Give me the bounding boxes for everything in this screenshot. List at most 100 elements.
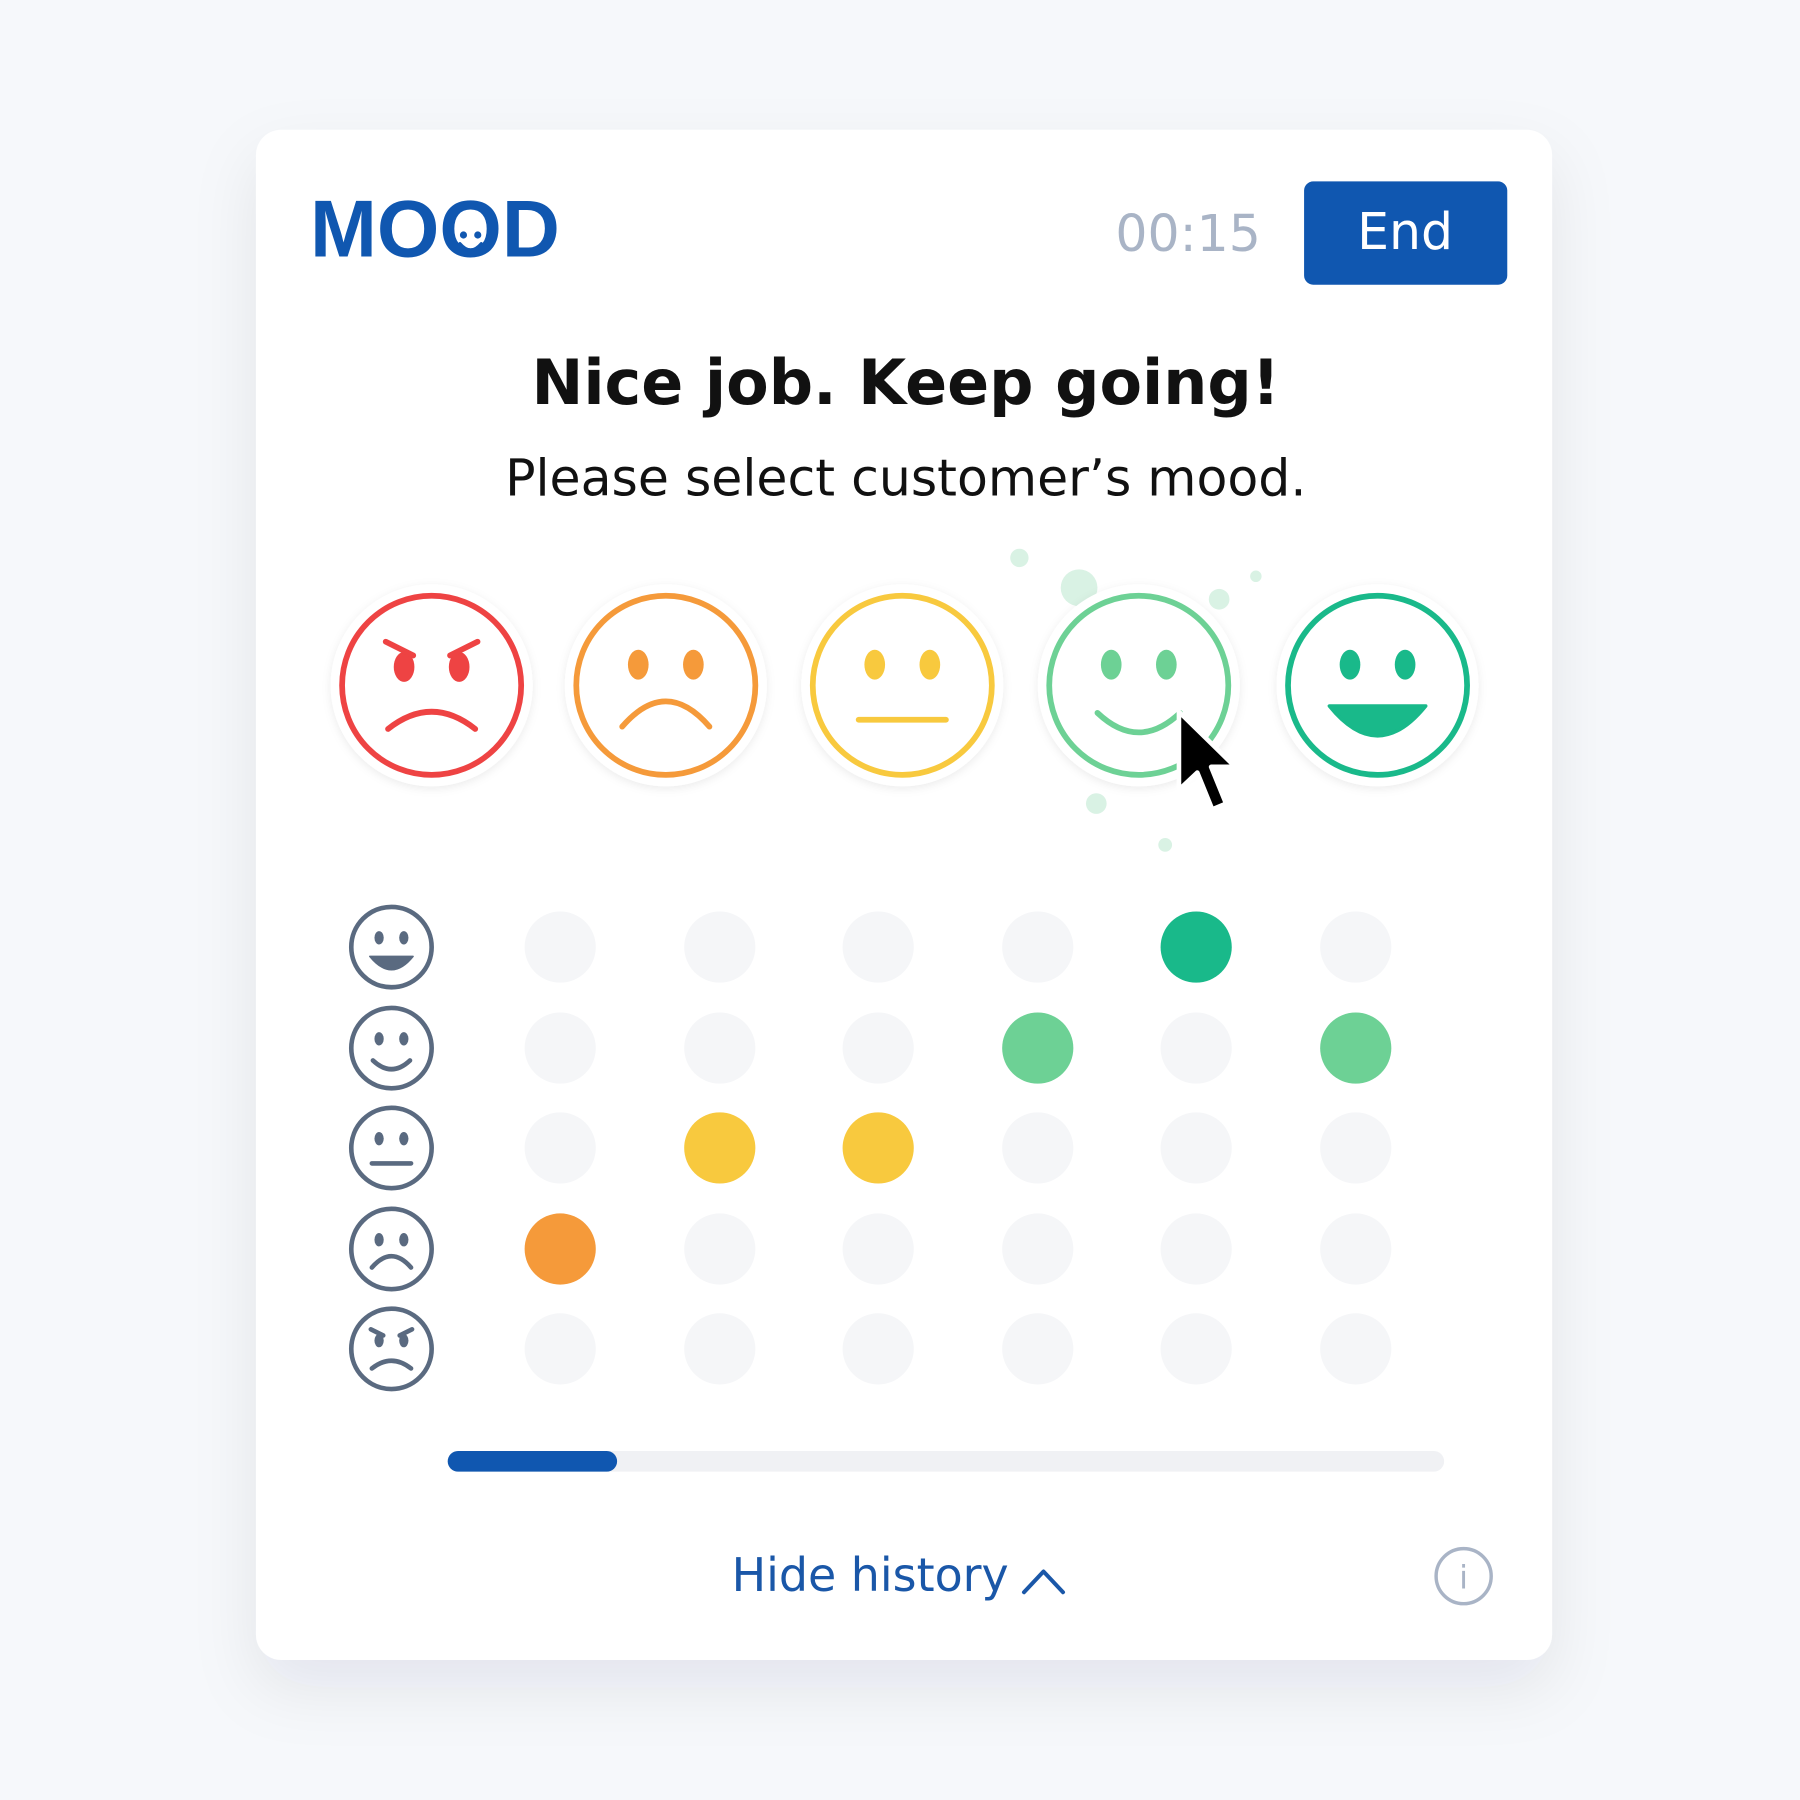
empty-dot	[684, 1213, 756, 1285]
empty-dot	[1160, 1012, 1232, 1084]
empty-dot	[1002, 1213, 1074, 1285]
eye	[374, 1032, 384, 1046]
mouth	[369, 955, 414, 971]
empty-dot	[842, 911, 914, 983]
empty-dot	[1320, 1112, 1392, 1184]
mouth	[619, 698, 713, 730]
face-ring	[348, 1005, 434, 1091]
face-3[interactable]	[809, 592, 995, 778]
logo-eye	[459, 231, 468, 239]
face-button[interactable]	[330, 584, 533, 787]
eye	[864, 649, 886, 680]
face-ring	[348, 1306, 434, 1392]
empty-dot	[1002, 911, 1074, 983]
mouth	[368, 1326, 386, 1338]
empty-dot	[842, 1012, 914, 1084]
sparkles	[1010, 548, 1262, 852]
face-ring	[348, 1105, 434, 1191]
face-ring	[339, 592, 525, 778]
mouth	[397, 1326, 415, 1338]
empty-dot	[524, 1112, 596, 1184]
mouth	[1327, 704, 1428, 738]
timer: 00:15	[1115, 204, 1261, 263]
face-5[interactable]	[1285, 592, 1470, 778]
mouth	[385, 709, 479, 732]
history-dot	[842, 1112, 914, 1184]
face-5	[348, 904, 434, 990]
face-button[interactable]	[1276, 584, 1479, 787]
eye	[683, 649, 704, 680]
subtitle: Please select customer’s mood.	[505, 449, 1306, 508]
empty-dot	[524, 911, 596, 983]
face-ring	[573, 592, 759, 778]
history-dot	[1002, 1012, 1074, 1084]
face-ring	[1285, 592, 1470, 778]
eye	[399, 1131, 409, 1146]
empty-dot	[1160, 1313, 1232, 1385]
empty-dot	[1002, 1313, 1074, 1385]
eye	[1100, 649, 1122, 680]
face-ring	[1046, 592, 1232, 778]
empty-dot	[842, 1313, 914, 1385]
mouth	[382, 638, 417, 659]
history-dot	[1160, 911, 1232, 983]
face-1	[348, 1306, 434, 1392]
end-button[interactable]	[1304, 181, 1508, 285]
face-ring	[809, 592, 995, 778]
eye	[374, 931, 384, 945]
history-dot	[1320, 1012, 1392, 1084]
progress-track	[447, 1451, 1445, 1472]
logo: MOOD	[310, 185, 560, 275]
toggle-history[interactable]: Hide history	[732, 1548, 1009, 1602]
face-2	[348, 1206, 434, 1292]
face-4	[348, 1005, 434, 1091]
mouth	[370, 1058, 413, 1072]
progress-fill	[447, 1451, 618, 1472]
eye	[1155, 649, 1177, 680]
eye	[399, 1333, 409, 1348]
eye	[374, 1131, 384, 1146]
eye	[399, 1032, 409, 1046]
eye	[399, 931, 409, 945]
eye	[399, 1233, 409, 1247]
end-label[interactable]: End	[1357, 202, 1453, 261]
mouth	[369, 1253, 414, 1270]
eye	[627, 649, 649, 680]
empty-dot	[684, 911, 756, 983]
empty-dot	[1320, 1313, 1392, 1385]
eye	[919, 649, 941, 680]
history-dot	[684, 1112, 756, 1184]
eye	[448, 652, 470, 682]
info-label[interactable]: i	[1459, 1559, 1468, 1597]
face-button[interactable]	[801, 584, 1004, 787]
empty-dot	[1160, 1213, 1232, 1285]
eye	[374, 1233, 384, 1247]
mouth	[369, 1358, 414, 1371]
eye	[1394, 649, 1416, 680]
empty-dot	[684, 1313, 756, 1385]
empty-dot	[684, 1012, 756, 1084]
empty-dot	[1320, 1213, 1392, 1285]
eye	[393, 652, 415, 682]
empty-dot	[524, 1012, 596, 1084]
logo-smile	[458, 242, 484, 252]
mouth	[447, 638, 481, 659]
chevron[interactable]	[1021, 1569, 1066, 1595]
face-ring	[348, 1206, 434, 1292]
empty-dot	[1002, 1112, 1074, 1184]
empty-dot	[524, 1313, 596, 1385]
eye	[374, 1333, 384, 1348]
cursor	[1176, 709, 1238, 812]
mouth	[1094, 710, 1183, 736]
eye	[1339, 649, 1361, 680]
face-2[interactable]	[573, 592, 759, 778]
info-button[interactable]	[1434, 1546, 1493, 1606]
face-3	[348, 1105, 434, 1191]
face-button[interactable]	[564, 584, 767, 787]
empty-dot	[1320, 911, 1392, 983]
face-4[interactable]	[1046, 592, 1232, 778]
face-ring	[348, 904, 434, 990]
face-1[interactable]	[339, 592, 525, 778]
logo-eye	[474, 231, 482, 239]
